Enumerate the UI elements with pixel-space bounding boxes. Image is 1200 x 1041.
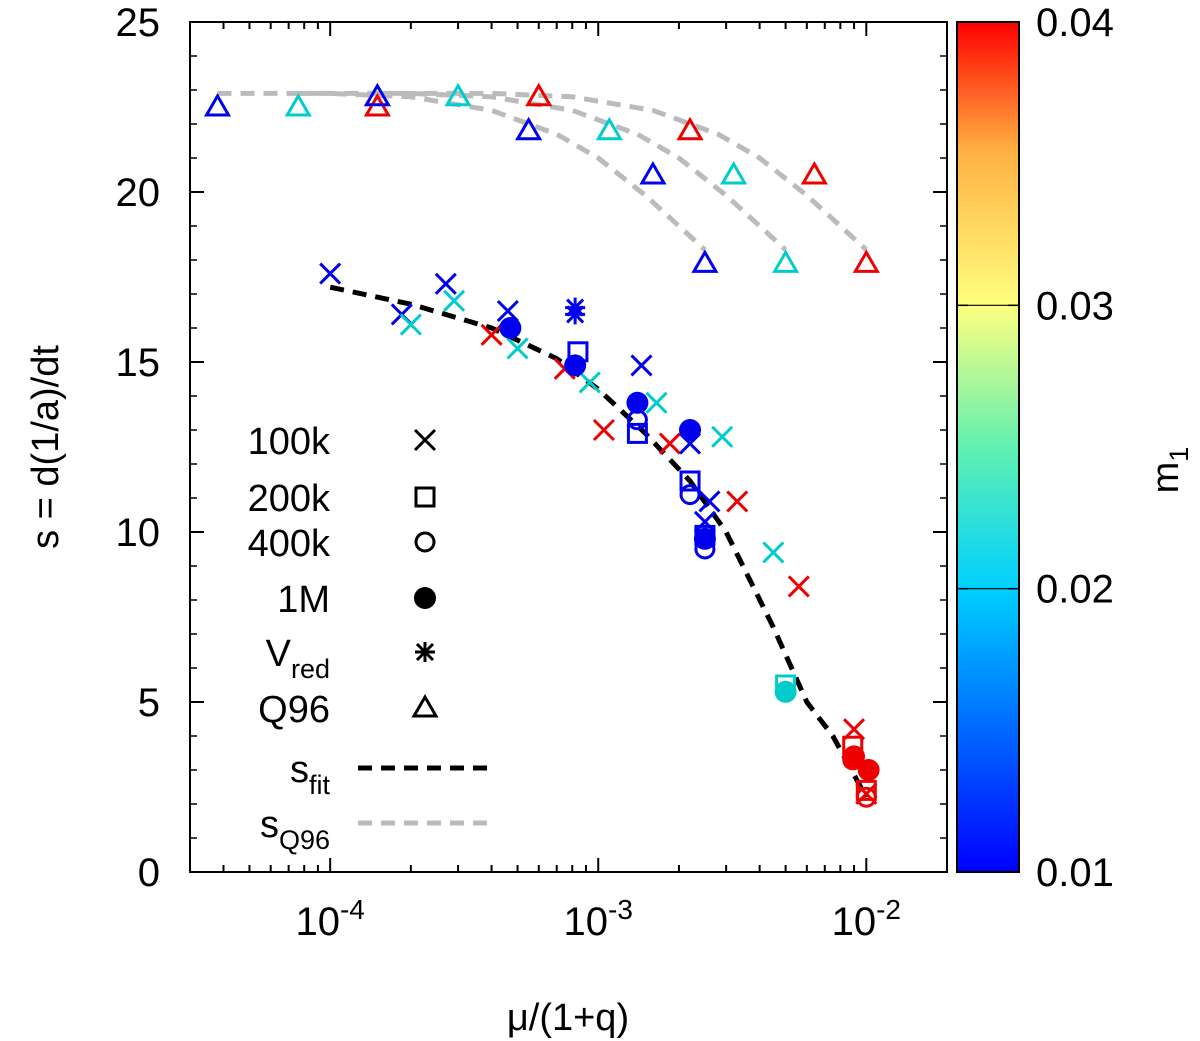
colorbar-tick-label: 0.02 xyxy=(1036,568,1114,612)
y-ticks: 0 5 10 15 20 25 xyxy=(116,1,947,895)
point-x xyxy=(496,299,519,323)
point-triangle xyxy=(772,249,800,273)
point-x xyxy=(787,575,810,598)
point-triangle xyxy=(595,116,623,141)
legend-marker-triangle xyxy=(411,694,439,718)
point-x xyxy=(319,262,342,285)
legend-label: 100k xyxy=(248,421,331,463)
y-tick-label: 25 xyxy=(116,1,161,45)
y-tick-label: 5 xyxy=(138,681,160,725)
point-triangle xyxy=(720,161,748,185)
colorbar xyxy=(956,21,1020,873)
point-x xyxy=(578,371,601,394)
point-filled-circle xyxy=(843,745,866,768)
legend-marker-circle xyxy=(414,531,436,553)
data-points xyxy=(203,82,880,808)
y-axis-label: s = d(1/a)/dt xyxy=(25,345,67,549)
x-tick-label: 10-2 xyxy=(832,894,901,944)
point-triangle xyxy=(525,82,553,107)
point-filled-circle xyxy=(626,391,649,414)
y-tick-label: 15 xyxy=(116,341,161,385)
point-x xyxy=(711,425,734,448)
point-x xyxy=(399,313,422,336)
point-triangle xyxy=(676,116,704,141)
fit-curve xyxy=(329,284,869,799)
x-ticks: 10-4 10-3 10-2 xyxy=(189,22,948,944)
plot-frame xyxy=(189,21,948,873)
point-circle xyxy=(679,484,701,506)
colorbar-tick-label: 0.01 xyxy=(1036,851,1114,895)
y-tick-label: 10 xyxy=(116,511,161,555)
colorbar-tick-label: 0.04 xyxy=(1036,1,1114,45)
x-tick-label: 10-4 xyxy=(295,894,364,944)
q96-curve xyxy=(298,90,788,252)
point-x xyxy=(630,354,653,377)
point-filled-circle xyxy=(679,419,702,441)
point-x xyxy=(658,432,681,455)
point-x xyxy=(762,541,785,564)
point-square xyxy=(679,470,701,492)
q96-curve xyxy=(377,90,868,252)
point-square xyxy=(626,422,648,444)
legend-label: Vred xyxy=(266,633,330,684)
legend-marker-filled-circle xyxy=(414,587,436,609)
point-triangle xyxy=(203,93,232,117)
point-x xyxy=(592,418,615,442)
point-triangle xyxy=(800,161,828,185)
point-triangle xyxy=(639,161,667,185)
x-axis-label: μ/(1+q) xyxy=(507,997,629,1039)
legend-label: 400k xyxy=(248,523,331,565)
point-triangle xyxy=(284,93,312,117)
colorbar-tick-label: 0.03 xyxy=(1036,284,1114,328)
point-x xyxy=(645,391,668,414)
legend-marker-star xyxy=(415,642,435,662)
point-star xyxy=(565,304,586,325)
point-x xyxy=(434,272,457,295)
legend-label: sQ96 xyxy=(260,804,330,855)
point-x xyxy=(443,289,466,312)
point-x xyxy=(480,323,503,346)
point-circle xyxy=(855,786,877,808)
point-triangle xyxy=(363,82,391,107)
legend-marker-x xyxy=(413,428,437,452)
point-filled-circle xyxy=(499,317,522,339)
fit-lines xyxy=(217,90,869,799)
legend-label: sfit xyxy=(290,749,331,800)
legend-marker-square xyxy=(414,486,436,508)
point-filled-circle xyxy=(774,680,797,703)
y-tick-label: 20 xyxy=(116,171,161,215)
legend-label: 200k xyxy=(248,478,331,520)
x-tick-label: 10-3 xyxy=(564,894,633,944)
point-x xyxy=(726,490,749,513)
point-filled-circle xyxy=(857,759,880,781)
point-x xyxy=(506,337,529,360)
point-triangle xyxy=(515,116,543,141)
colorbar-ticks: 0.01 0.02 0.03 0.04 xyxy=(957,1,1114,895)
y-tick-label: 0 xyxy=(138,851,160,895)
point-x xyxy=(698,490,721,513)
point-x xyxy=(693,510,716,533)
point-filled-circle xyxy=(693,527,716,550)
point-triangle xyxy=(852,249,880,273)
point-triangle xyxy=(444,82,472,107)
point-filled-circle xyxy=(564,354,587,377)
point-square xyxy=(855,779,877,801)
point-triangle xyxy=(691,249,719,273)
colorbar-label: m1 xyxy=(1145,447,1194,494)
legend-label: 1M xyxy=(277,579,330,621)
legend-label: Q96 xyxy=(258,689,330,731)
